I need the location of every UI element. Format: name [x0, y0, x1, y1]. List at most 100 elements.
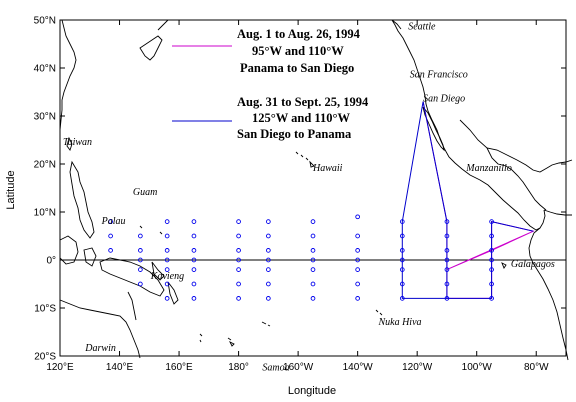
buoy-marker	[399, 267, 405, 272]
buoy-marker	[399, 281, 405, 287]
south-america-coast	[528, 209, 572, 361]
legend-leg2-line2: 125°W and 110°W	[252, 111, 350, 125]
legend-leg2-line3: San Diego to Panama	[237, 127, 352, 141]
baja-california-coast	[422, 106, 445, 152]
gulf-of-mexico-coast	[459, 119, 573, 173]
buoy-marker	[191, 296, 197, 301]
japan-islands	[139, 19, 169, 61]
place-label: Darwin	[84, 343, 116, 354]
buoy-marker	[355, 267, 360, 272]
buoy-marker	[266, 267, 271, 272]
lon-tick-label: 180°	[228, 362, 249, 373]
lat-tick-label: 10°N	[34, 208, 56, 219]
buoy-marker	[266, 219, 271, 224]
lat-tick-label: 0°	[46, 256, 56, 267]
buoy-marker	[489, 281, 494, 287]
legend-leg2-line1: Aug. 31 to Sept. 25, 1994	[237, 95, 369, 109]
north-america-coast	[391, 19, 546, 231]
buoy-marker	[310, 233, 316, 239]
buoy-marker	[444, 248, 450, 253]
place-label: San Francisco	[410, 70, 468, 81]
cruise-tracks	[401, 101, 535, 299]
buoy-marker	[108, 233, 113, 239]
place-label: Taiwan	[63, 137, 92, 148]
philippines-islands	[69, 160, 95, 239]
buoy-marker	[164, 281, 170, 287]
buoy-marker	[138, 281, 143, 287]
buoy-marker	[236, 219, 241, 224]
x-axis-title: Longitude	[288, 385, 336, 397]
lat-tick-label: 30°N	[34, 112, 56, 123]
taiwan-island	[66, 136, 73, 151]
buoy-marker	[310, 267, 316, 272]
legend-leg1-line2: 95°W and 110°W	[252, 44, 344, 58]
buoy-marker	[399, 257, 405, 263]
buoy-marker	[236, 257, 241, 263]
lat-tick-label: 20°S	[34, 352, 56, 363]
buoy-marker	[266, 281, 271, 287]
buoy-marker	[399, 219, 405, 224]
axis-ticks: 120°E 140°E 160°E 180° 160°W 140°W 120°W 100°W 8…	[34, 16, 566, 373]
buoy-marker	[355, 257, 360, 263]
small-islands	[139, 225, 203, 343]
lon-tick-label: 160°E	[165, 362, 193, 373]
buoy-marker	[138, 248, 143, 253]
central-america-coast	[486, 147, 547, 211]
borneo-island	[59, 235, 79, 265]
buoy-marker	[138, 257, 143, 263]
buoy-marker	[444, 219, 450, 224]
buoy-marker	[191, 257, 197, 263]
buoy-marker	[164, 248, 170, 253]
buoy-marker	[489, 233, 494, 239]
lat-tick-label: 20°N	[34, 160, 56, 171]
buoy-marker	[310, 219, 316, 224]
buoy-marker	[444, 296, 450, 301]
lon-tick-label: 100°W	[462, 362, 493, 373]
lat-tick-label: 10°S	[34, 304, 56, 315]
place-label: Manzanillo	[465, 163, 512, 174]
new-guinea-island	[99, 257, 165, 297]
sulawesi-island	[83, 247, 97, 267]
place-label: Nuka Hiva	[377, 317, 421, 328]
buoy-marker	[355, 214, 360, 220]
place-label: Galapagos	[511, 259, 555, 270]
buoy-marker	[355, 248, 360, 253]
buoy-marker	[444, 257, 450, 263]
place-label: Kavieng	[150, 271, 184, 282]
cruise-track-leg2	[401, 101, 534, 299]
buoy-marker	[444, 233, 450, 239]
lon-tick-label: 120°E	[46, 362, 74, 373]
buoy-marker	[138, 267, 143, 272]
buoy-marker	[164, 219, 170, 224]
buoy-marker	[399, 296, 405, 301]
lon-tick-label: 160°W	[283, 362, 314, 373]
new-britain-island	[151, 261, 179, 305]
place-labels: Seattle San Francisco San Diego Taiwan Manza…	[63, 22, 555, 374]
buoy-array	[108, 214, 494, 301]
buoy-marker	[266, 233, 271, 239]
buoy-marker	[108, 219, 113, 224]
fiji-islands	[227, 337, 235, 347]
buoy-marker	[138, 233, 143, 239]
place-label: Hawaii	[312, 163, 343, 174]
place-label: Guam	[133, 187, 157, 198]
lon-tick-label: 120°W	[402, 362, 433, 373]
plot-border	[59, 19, 567, 357]
buoy-marker	[236, 296, 241, 301]
buoy-marker	[191, 281, 197, 287]
buoy-marker	[399, 248, 405, 253]
lon-tick-label: 140°E	[106, 362, 134, 373]
buoy-marker	[266, 296, 271, 301]
buoy-marker	[108, 248, 113, 253]
map-frame	[59, 19, 567, 357]
buoy-marker	[164, 296, 170, 301]
lat-tick-label: 40°N	[34, 64, 56, 75]
legend: Aug. 1 to Aug. 26, 1994 95°W and 110°W P…	[172, 27, 369, 141]
buoy-marker	[191, 267, 197, 272]
legend-leg1-line1: Aug. 1 to Aug. 26, 1994	[237, 27, 361, 41]
place-label: Seattle	[408, 22, 436, 33]
place-label: Samoa	[262, 362, 289, 373]
buoy-marker	[399, 233, 405, 239]
buoy-marker	[236, 233, 241, 239]
